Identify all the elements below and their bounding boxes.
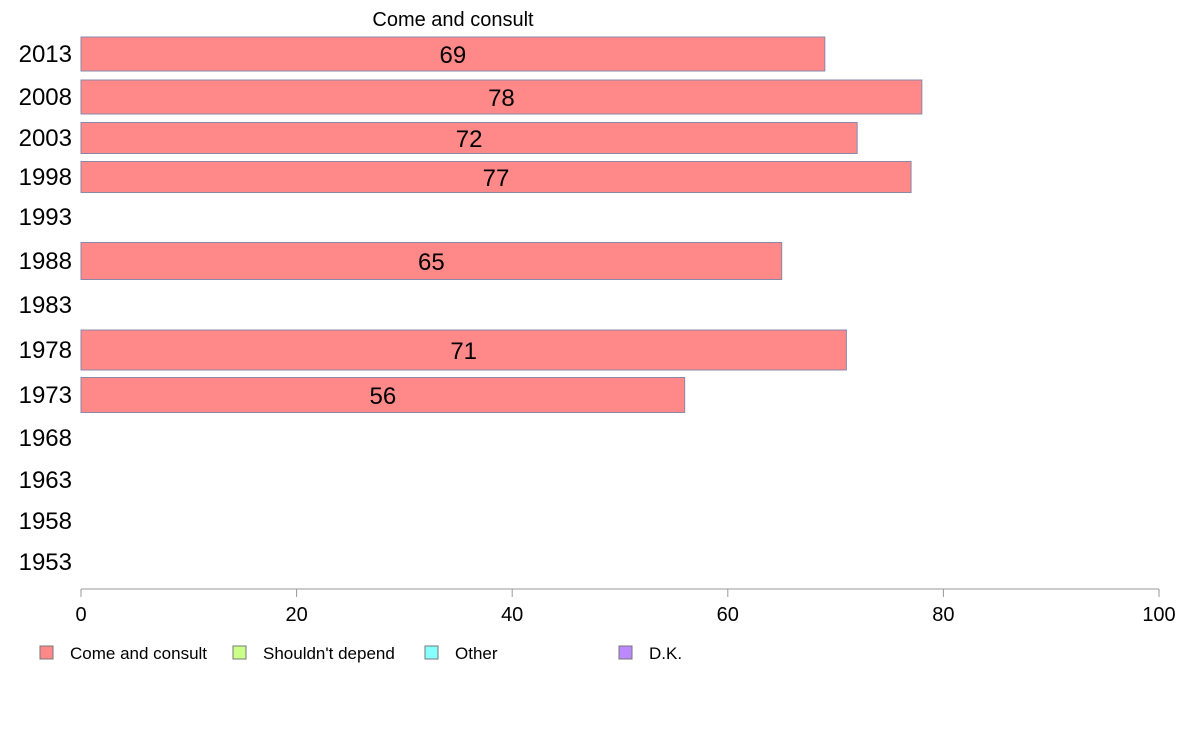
x-tick-label: 0 xyxy=(75,604,86,626)
x-tick-label: 100 xyxy=(1142,604,1175,626)
bar xyxy=(80,79,923,115)
x-tick-label: 20 xyxy=(285,604,307,626)
x-tick-label: 80 xyxy=(932,604,954,626)
bar xyxy=(80,377,686,413)
y-tick-label: 1968 xyxy=(19,425,72,452)
y-tick-label: 1993 xyxy=(19,204,72,231)
legend-label: D.K. xyxy=(649,644,682,663)
y-axis-labels: 2013 2008 2003 1998 1993 1988 1983 1978 1973 1968… xyxy=(19,41,72,576)
legend-swatch xyxy=(39,645,54,660)
data-label: 71 xyxy=(450,338,477,365)
y-tick-label: 1988 xyxy=(19,248,72,275)
y-tick-label: 1983 xyxy=(19,292,72,319)
chart-title: Come and consult xyxy=(372,9,534,31)
y-tick-label: 1953 xyxy=(19,549,72,576)
y-tick-label: 2008 xyxy=(19,84,72,111)
bar xyxy=(80,242,783,280)
data-label: 69 xyxy=(440,42,467,69)
y-tick-label: 1998 xyxy=(19,164,72,191)
data-label: 65 xyxy=(418,249,445,276)
bar xyxy=(80,329,847,371)
data-label: 72 xyxy=(456,126,483,153)
y-tick-label: 2003 xyxy=(19,125,72,152)
x-tick-label: 40 xyxy=(501,604,523,626)
bar xyxy=(80,161,912,193)
bar xyxy=(80,122,858,154)
x-axis: 0 20 40 60 80 100 xyxy=(75,588,1176,626)
legend: Come and consult Shouldn't depend Other D.K… xyxy=(39,644,682,663)
legend-label: Come and consult xyxy=(70,644,207,663)
data-label: 78 xyxy=(488,85,515,112)
data-label: 56 xyxy=(369,383,396,410)
legend-swatch xyxy=(232,645,247,660)
legend-label: Other xyxy=(455,644,498,663)
legend-label: Shouldn't depend xyxy=(263,644,395,663)
legend-swatch xyxy=(618,645,633,660)
y-tick-label: 1958 xyxy=(19,508,72,535)
y-tick-label: 1973 xyxy=(19,382,72,409)
legend-swatch xyxy=(424,645,439,660)
x-tick-label: 60 xyxy=(717,604,739,626)
y-tick-label: 2013 xyxy=(19,41,72,68)
y-tick-label: 1978 xyxy=(19,337,72,364)
data-label: 77 xyxy=(483,165,510,192)
y-tick-label: 1963 xyxy=(19,467,72,494)
bar xyxy=(80,36,826,72)
